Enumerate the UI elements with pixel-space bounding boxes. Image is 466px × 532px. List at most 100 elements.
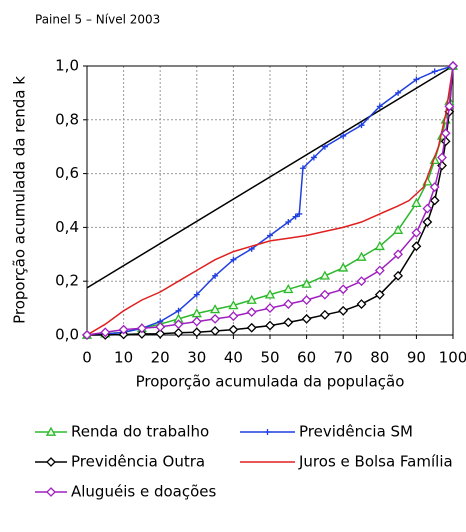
- marker: [212, 272, 219, 279]
- marker: [173, 327, 184, 338]
- marker: [228, 324, 239, 335]
- marker: [411, 227, 422, 238]
- marker: [292, 213, 299, 220]
- x-axis-label: Proporção acumulada da população: [136, 373, 405, 391]
- marker: [191, 316, 202, 327]
- legend-marker: [46, 487, 56, 497]
- marker: [374, 289, 385, 300]
- marker: [301, 313, 312, 324]
- series-line: [86, 65, 454, 336]
- marker: [155, 328, 166, 339]
- x-tick-label: 70: [334, 349, 353, 367]
- marker: [411, 197, 422, 208]
- marker: [440, 128, 451, 139]
- marker: [338, 305, 349, 316]
- marker: [228, 311, 239, 322]
- marker: [283, 283, 294, 294]
- marker: [301, 278, 312, 288]
- marker: [136, 323, 147, 334]
- marker: [338, 262, 349, 272]
- marker: [356, 251, 367, 261]
- marker: [437, 152, 447, 163]
- marker: [100, 327, 111, 338]
- marker: [118, 324, 129, 335]
- marker: [264, 289, 276, 299]
- x-tick-label: 60: [297, 349, 316, 367]
- x-tick-label: 50: [260, 349, 279, 367]
- marker: [376, 103, 383, 110]
- marker: [422, 203, 433, 214]
- x-tick-label: 0: [82, 349, 92, 367]
- marker: [429, 182, 440, 192]
- marker: [319, 270, 331, 280]
- marker: [374, 240, 385, 251]
- marker: [310, 154, 317, 161]
- marker: [173, 319, 184, 330]
- marker: [392, 224, 404, 234]
- marker: [175, 307, 182, 314]
- marker: [246, 322, 257, 333]
- y-tick-label: 0,2: [55, 272, 79, 290]
- marker: [267, 232, 273, 239]
- marker: [356, 299, 367, 309]
- legend-marker: [46, 457, 56, 467]
- x-tick-label: 20: [151, 349, 170, 367]
- y-tick-label: 0,8: [55, 110, 79, 128]
- x-tick-label: 30: [187, 349, 206, 367]
- legend-marker: [264, 429, 271, 435]
- marker: [82, 330, 92, 340]
- marker: [283, 317, 294, 328]
- marker: [210, 326, 221, 336]
- marker: [191, 327, 202, 338]
- marker: [374, 265, 385, 276]
- marker: [155, 322, 166, 332]
- marker: [136, 329, 147, 339]
- marker: [393, 270, 404, 281]
- reference-line: [86, 65, 454, 289]
- marker: [230, 256, 237, 263]
- y-tick-label: 0,0: [55, 326, 79, 344]
- legend-label: Juros e Bolsa Família: [298, 453, 453, 471]
- x-tick-label: 90: [407, 349, 426, 367]
- marker: [393, 249, 404, 260]
- series-line: [86, 65, 454, 336]
- marker: [246, 307, 257, 318]
- y-axis-label: Proporção acumulada da renda k: [11, 76, 29, 324]
- legend-label: Aluguéis e doações: [71, 483, 216, 501]
- marker: [319, 309, 330, 320]
- marker: [411, 241, 422, 252]
- marker: [413, 76, 420, 83]
- marker: [228, 300, 239, 310]
- marker: [299, 165, 306, 172]
- legend-label: Previdência SM: [299, 423, 413, 441]
- marker: [301, 295, 312, 305]
- marker: [448, 61, 458, 71]
- marker: [422, 217, 433, 227]
- y-tick-label: 0,4: [55, 218, 79, 236]
- marker: [429, 195, 440, 206]
- marker: [431, 68, 438, 75]
- marker: [246, 294, 257, 304]
- legend-label: Previdência Outra: [71, 453, 205, 471]
- chart-title: Painel 5 – Nível 2003: [35, 13, 160, 27]
- x-tick-label: 80: [370, 349, 389, 367]
- marker: [319, 289, 330, 300]
- marker: [193, 291, 200, 298]
- y-tick-label: 0,6: [55, 164, 79, 182]
- legend-marker: [45, 426, 57, 436]
- marker: [296, 210, 303, 217]
- plot-frame: [86, 65, 454, 336]
- marker: [285, 219, 292, 226]
- marker: [340, 132, 347, 139]
- marker: [209, 304, 221, 314]
- y-tick-label: 1,0: [55, 57, 79, 75]
- x-tick-label: 100: [439, 349, 466, 367]
- marker: [210, 313, 221, 324]
- marker: [283, 299, 294, 309]
- x-tick-label: 40: [224, 349, 243, 367]
- marker: [265, 303, 275, 314]
- marker: [395, 89, 402, 96]
- marker: [358, 122, 365, 129]
- marker: [356, 276, 367, 287]
